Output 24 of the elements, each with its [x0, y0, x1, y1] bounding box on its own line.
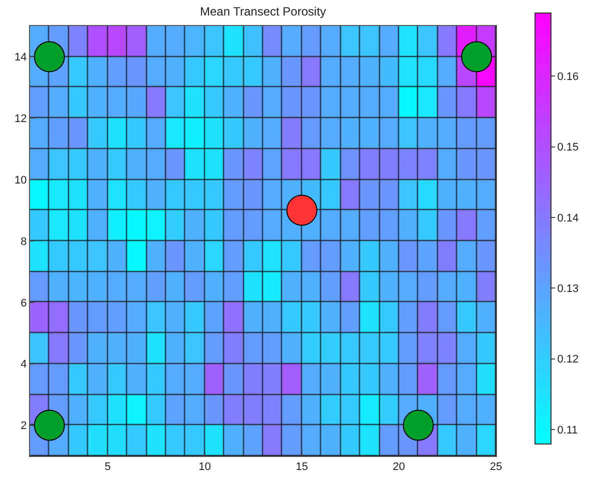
- y-tick-label: 2: [20, 420, 27, 432]
- point: [461, 41, 492, 72]
- y-tick-label: 12: [14, 112, 27, 125]
- chart-title: Mean Transect Porosity: [200, 4, 326, 19]
- color-bar-label: 0.11: [557, 424, 578, 436]
- point: [402, 410, 434, 441]
- color-bar-label: 0.12: [557, 354, 579, 366]
- point: [34, 410, 65, 441]
- x-tick-label: 25: [490, 461, 502, 474]
- color-bar-label: 0.14: [557, 212, 579, 224]
- y-tick-label: 14: [14, 52, 27, 64]
- point: [34, 41, 65, 72]
- y-tick-label: 4: [20, 358, 27, 371]
- point: [286, 194, 318, 226]
- x-tick-label: 10: [198, 461, 211, 474]
- x-tick-label: 5: [104, 461, 111, 474]
- y-tick-label: 8: [20, 236, 27, 248]
- x-tick-label: 20: [392, 461, 406, 474]
- y-tick-label: 6: [20, 297, 27, 310]
- color-bar-label: 0.15: [557, 142, 579, 154]
- color-bar-label: 0.13: [557, 283, 579, 296]
- x-tick-label: 15: [296, 461, 308, 474]
- y-tick-label: 10: [14, 174, 27, 186]
- color-bar-label: 0.16: [557, 71, 579, 84]
